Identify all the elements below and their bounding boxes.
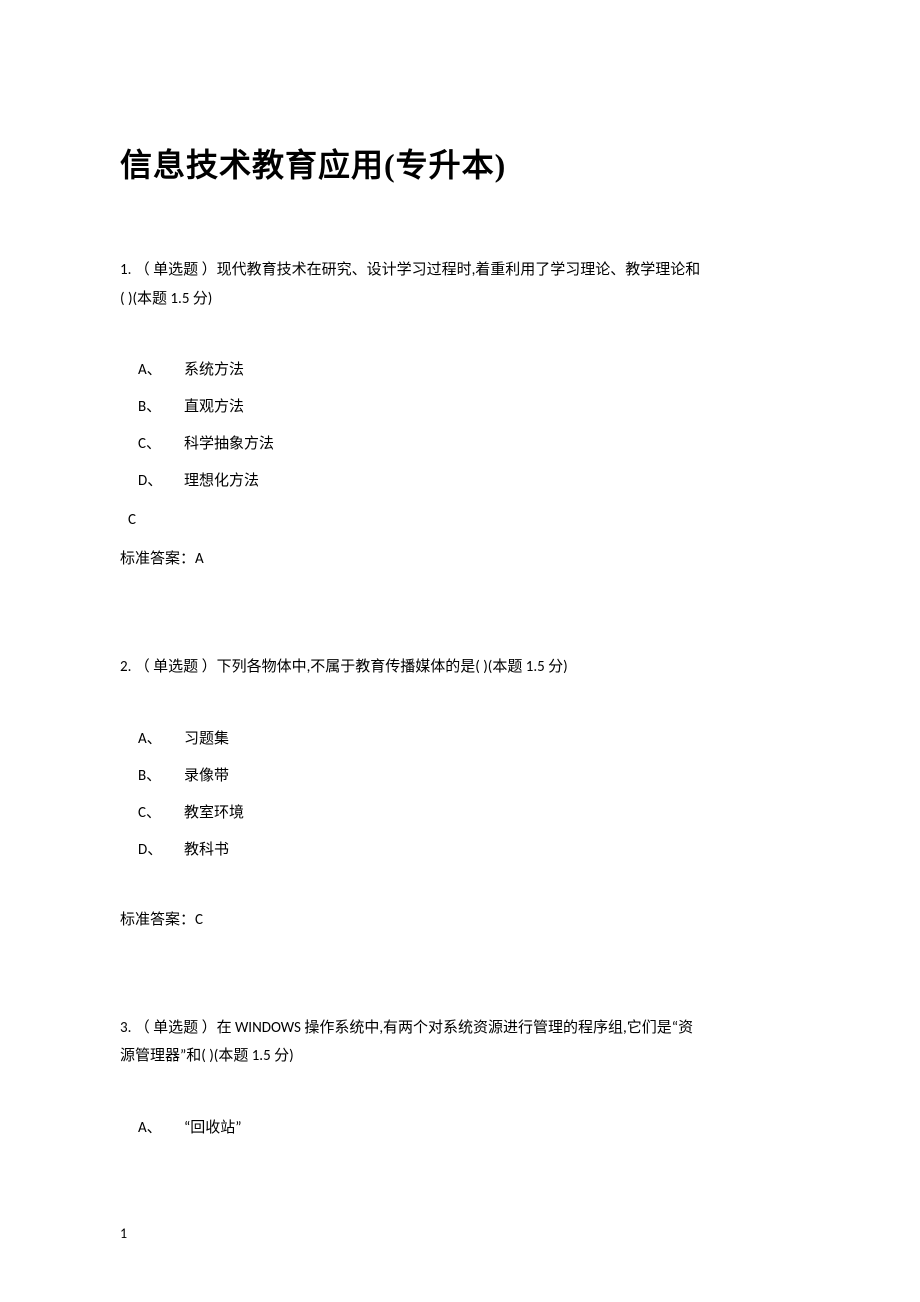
option-a: A、系统方法 bbox=[138, 358, 800, 382]
option-text: 直观方法 bbox=[184, 398, 244, 416]
stray-text: C bbox=[120, 511, 800, 529]
question-1: 1. （ 单选题 ）现代教育技术在研究、设计学习过程时,着重利用了学习理论、教学… bbox=[120, 256, 800, 568]
option-b: B、直观方法 bbox=[138, 395, 800, 419]
stem-line: 3. （ 单选题 ）在 WINDOWS 操作系统中,有两个对系统资源进行管理的程… bbox=[120, 1019, 693, 1037]
option-a: A、习题集 bbox=[138, 727, 800, 751]
options-list: A、习题集 B、录像带 C、教室环境 D、教科书 bbox=[120, 727, 800, 862]
stem-line: 1. （ 单选题 ）现代教育技术在研究、设计学习过程时,着重利用了学习理论、教学… bbox=[120, 261, 700, 279]
answer-value: A bbox=[195, 550, 204, 568]
option-text: 录像带 bbox=[184, 767, 229, 785]
option-text: 系统方法 bbox=[184, 361, 244, 379]
question-3: 3. （ 单选题 ）在 WINDOWS 操作系统中,有两个对系统资源进行管理的程… bbox=[120, 1014, 800, 1140]
option-b: B、录像带 bbox=[138, 764, 800, 788]
question-2: 2. （ 单选题 ）下列各物体中,不属于教育传播媒体的是( )(本题 1.5 分… bbox=[120, 653, 800, 929]
option-d: D、理想化方法 bbox=[138, 469, 800, 493]
page-number: 1 bbox=[120, 1225, 127, 1242]
option-text: 理想化方法 bbox=[184, 472, 259, 490]
option-c: C、科学抽象方法 bbox=[138, 432, 800, 456]
option-text: 教科书 bbox=[184, 841, 229, 859]
answer-value: C bbox=[195, 911, 203, 929]
stem-line: 源管理器”和( )(本题 1.5 分) bbox=[120, 1047, 294, 1065]
options-list: A、“回收站” bbox=[120, 1116, 800, 1140]
question-stem: 2. （ 单选题 ）下列各物体中,不属于教育传播媒体的是( )(本题 1.5 分… bbox=[120, 653, 800, 682]
option-text: 教室环境 bbox=[184, 804, 244, 822]
option-text: 科学抽象方法 bbox=[184, 435, 274, 453]
document-title: 信息技术教育应用(专升本) bbox=[120, 140, 800, 186]
options-list: A、系统方法 B、直观方法 C、科学抽象方法 D、理想化方法 bbox=[120, 358, 800, 493]
option-a: A、“回收站” bbox=[138, 1116, 800, 1140]
option-text: 习题集 bbox=[184, 730, 229, 748]
answer-label: 标准答案： bbox=[120, 911, 195, 929]
standard-answer: 标准答案：A bbox=[120, 547, 800, 568]
standard-answer: 标准答案：C bbox=[120, 908, 800, 929]
stem-line: 2. （ 单选题 ）下列各物体中,不属于教育传播媒体的是( )(本题 1.5 分… bbox=[120, 658, 568, 676]
document-page: 信息技术教育应用(专升本) 1. （ 单选题 ）现代教育技术在研究、设计学习过程… bbox=[0, 0, 920, 1198]
option-c: C、教室环境 bbox=[138, 801, 800, 825]
question-stem: 3. （ 单选题 ）在 WINDOWS 操作系统中,有两个对系统资源进行管理的程… bbox=[120, 1014, 800, 1071]
answer-label: 标准答案： bbox=[120, 550, 195, 568]
option-d: D、教科书 bbox=[138, 838, 800, 862]
question-stem: 1. （ 单选题 ）现代教育技术在研究、设计学习过程时,着重利用了学习理论、教学… bbox=[120, 256, 800, 313]
option-text: “回收站” bbox=[184, 1119, 242, 1137]
stem-line: ( )(本题 1.5 分) bbox=[120, 290, 212, 308]
